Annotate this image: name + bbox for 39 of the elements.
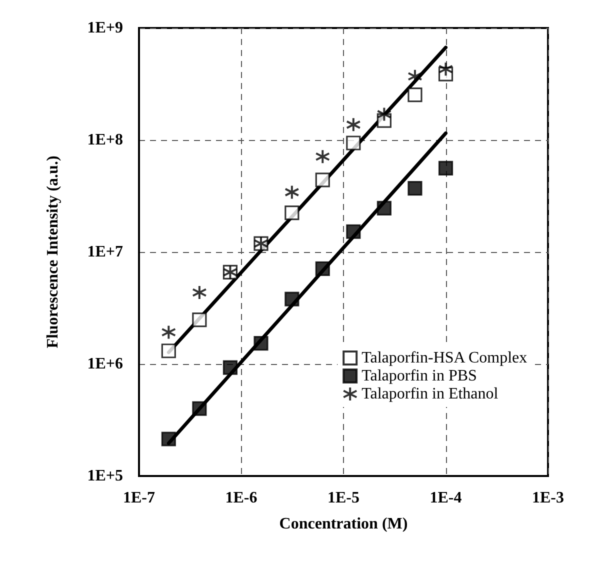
point [192,401,207,416]
point [222,360,238,375]
x-tick-label: 1E-6 [225,490,258,506]
x-tick-label: 1E-3 [532,490,564,506]
legend-label: Talaporfin-HSA Complex [362,350,528,366]
y-tick-label: 1E+9 [87,20,123,36]
point [346,136,361,150]
point [161,324,176,340]
point [315,261,330,276]
legend-label: Talaporfin in Ethanol [362,386,499,402]
point [284,205,300,220]
x-axis-title: Concentration (M) [279,516,408,532]
point [346,117,361,132]
point [346,224,361,239]
point [407,68,422,84]
x-tick-label: 1E-7 [123,490,155,506]
x-tick-label: 1E-4 [430,490,462,506]
point [254,336,268,351]
y-tick-label: 1E+8 [87,132,123,148]
point [376,200,392,216]
point [284,184,300,200]
y-axis-title: Fluorescence Intensity (a.u.) [44,156,62,348]
point [192,312,207,328]
x-tick-label: 1E-5 [328,490,360,506]
point [315,149,330,164]
point [161,432,176,446]
point [408,181,422,196]
point [192,284,207,300]
point [284,292,300,306]
point [315,172,330,188]
y-tick-label: 1E+5 [87,468,123,484]
point [408,88,422,102]
y-tick-label: 1E+7 [87,244,123,260]
point [376,106,392,122]
point [438,62,454,77]
legend-label: Talaporfin in PBS [362,368,477,384]
point [161,344,176,358]
point [438,160,454,176]
y-tick-label: 1E+6 [87,356,123,372]
